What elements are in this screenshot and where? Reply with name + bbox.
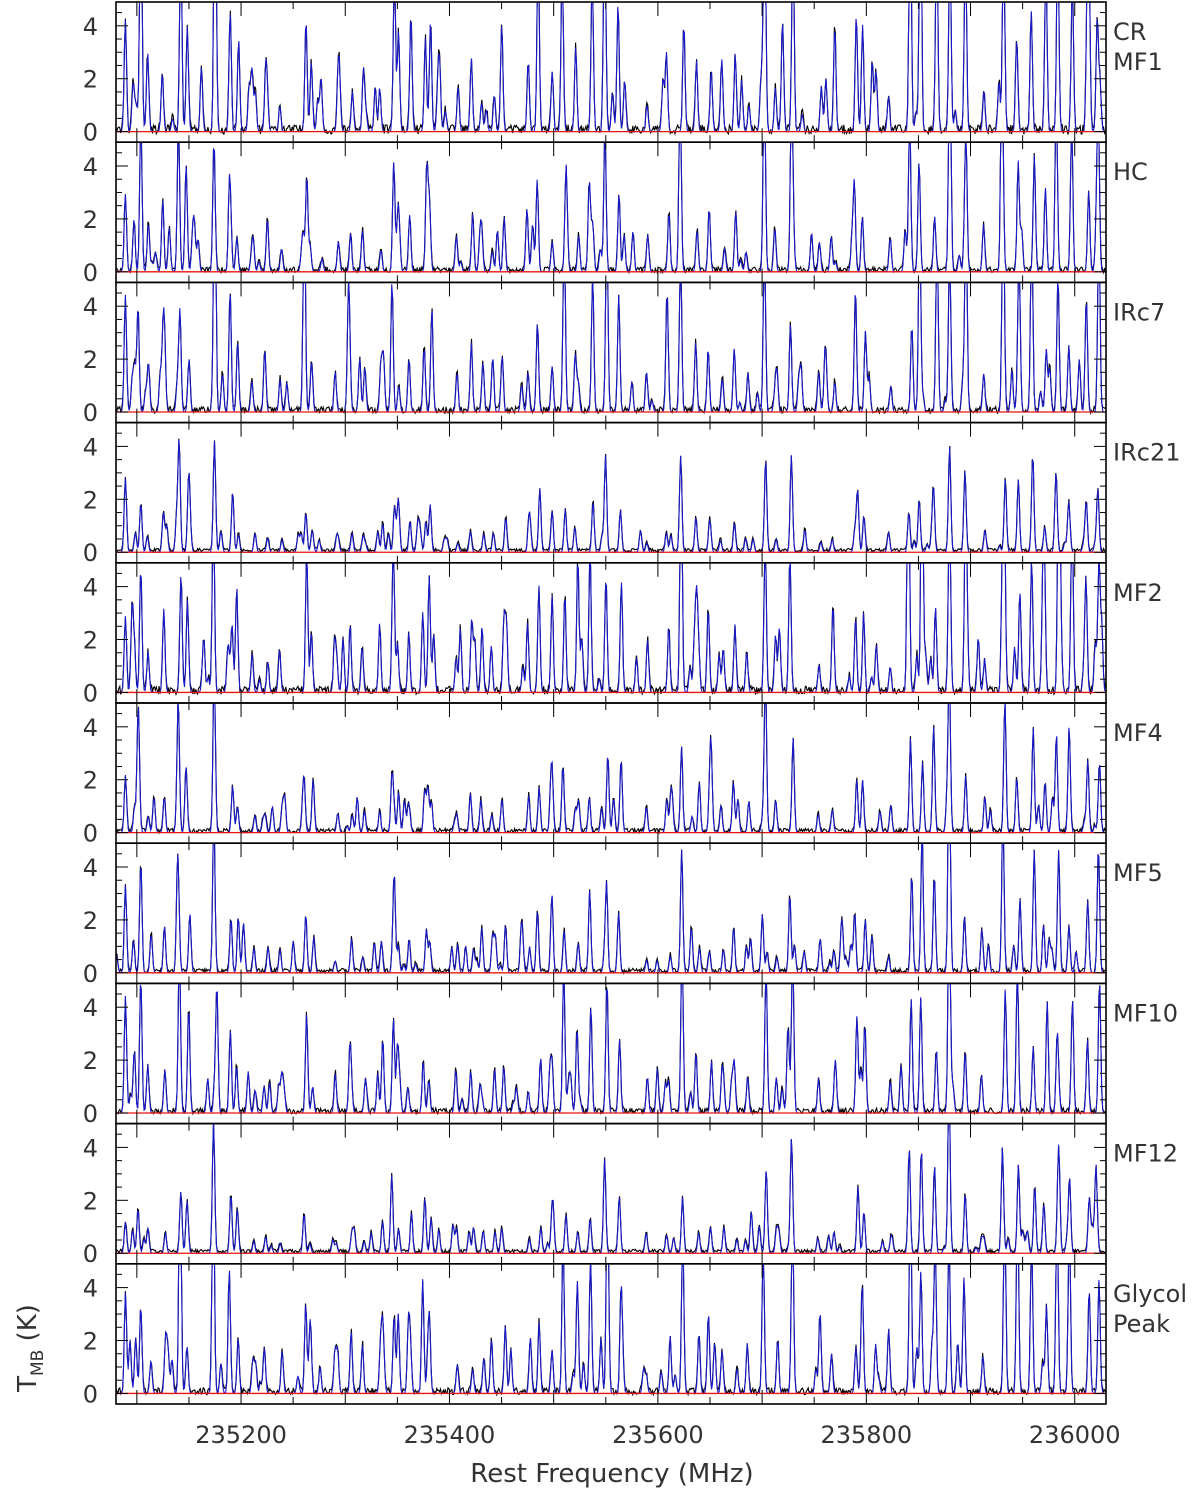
x-axis-title: Rest Frequency (MHz) [470,1459,753,1489]
observed-spectrum-line [116,438,1106,554]
y-tick-label: 0 [83,1240,98,1268]
y-tick-label: 4 [83,13,98,41]
x-tick-label: 235400 [404,1421,496,1449]
spectrum-panel: 0 2 4 IRc21 [83,421,1181,567]
panel-label: MF10 [1113,999,1178,1027]
observed-spectrum-line [116,282,1106,415]
y-axis-title: TMB (K) [13,1304,48,1393]
y-tick-label: 4 [83,1134,98,1162]
panel-frame [115,842,1107,985]
observed-spectrum-line [116,562,1106,697]
panel-label: IRc21 [1113,439,1181,467]
panel-label: MF4 [1113,719,1163,747]
y-axis-title-main: T [13,1376,43,1393]
observed-spectrum-line [116,1263,1106,1397]
panel-frame [115,1263,1107,1405]
y-tick-label: 4 [83,854,98,882]
x-tick-label: 235800 [821,1421,913,1449]
y-tick-label: 2 [83,767,98,795]
y-tick-label: 0 [83,1380,98,1408]
y-axis-title-gap [13,1341,43,1349]
model-spectrum-line [116,562,1106,694]
y-tick-label: 0 [83,119,98,147]
svg-text:TMB (K): TMB (K) [13,1304,48,1393]
x-axis: 235200 235400 235600 235800 236000 [195,1421,1120,1449]
model-spectrum-line [116,983,1106,1114]
panel-label: MF2 [1113,579,1163,607]
y-tick-label: 0 [83,1100,98,1128]
y-tick-label: 2 [83,1187,98,1215]
y-tick-label: 4 [83,153,98,181]
spectrum-panel: 0 2 4 MF4 [83,702,1163,848]
panel-label: MF1 [1113,48,1163,76]
x-tick-label: 236000 [1029,1421,1121,1449]
y-tick-label: 2 [83,66,98,94]
panel-label: IRc7 [1113,298,1165,326]
panel-label: HC [1113,158,1148,186]
x-tick-label: 235600 [612,1421,704,1449]
y-tick-label: 4 [83,574,98,602]
y-tick-label: 2 [83,346,98,374]
panel-label: MF5 [1113,859,1163,887]
y-tick-label: 0 [83,679,98,707]
spectrum-panel: 0 2 4 MF12 [83,1122,1178,1268]
y-tick-label: 4 [83,293,98,321]
y-tick-label: 4 [83,1275,98,1303]
y-tick-label: 0 [83,259,98,287]
spectrum-panel: 0 2 4 IRc7 [83,281,1165,427]
y-tick-label: 0 [83,960,98,988]
panel-frame [115,421,1107,564]
model-spectrum-line [116,843,1106,974]
y-axis-title-sub: MB [28,1350,48,1376]
spectrum-panel: 0 2 4 HC [83,141,1148,287]
y-tick-label: 2 [83,206,98,234]
panel-frame [115,982,1107,1125]
y-tick-label: 0 [83,820,98,848]
model-spectrum-line [116,1263,1106,1395]
y-tick-label: 0 [83,399,98,427]
y-tick-label: 4 [83,714,98,742]
y-tick-label: 2 [83,907,98,935]
model-spectrum-line [116,1123,1106,1254]
observed-spectrum-line [116,1123,1106,1255]
panel-label: CR [1113,18,1146,46]
model-spectrum-line [116,142,1106,273]
panel-label: Peak [1113,1310,1170,1338]
spectrum-panel: 0 2 4 MF2 [83,561,1163,707]
y-tick-label: 2 [83,486,98,514]
spectrum-panel: 0 2 4 MF5 [83,842,1163,988]
y-tick-label: 2 [83,1047,98,1075]
y-axis-title-unit: (K) [13,1304,43,1341]
observed-spectrum-line [116,843,1106,975]
observed-spectrum-line [116,703,1106,835]
panel-label: Glycol [1113,1280,1187,1308]
model-spectrum-line [116,282,1106,413]
panel-label: MF12 [1113,1140,1178,1168]
y-tick-label: 4 [83,994,98,1022]
y-tick-label: 2 [83,627,98,655]
y-tick-label: 2 [83,1328,98,1356]
panel-frame [115,561,1107,704]
y-tick-label: 4 [83,433,98,461]
model-spectrum-line [116,2,1106,133]
x-tick-label: 235200 [195,1421,287,1449]
y-tick-label: 0 [83,539,98,567]
model-spectrum-line [116,439,1106,553]
spectrum-panel: 0 2 4 MF10 [83,982,1178,1128]
model-spectrum-line [116,703,1106,834]
observed-spectrum-line [116,142,1106,275]
